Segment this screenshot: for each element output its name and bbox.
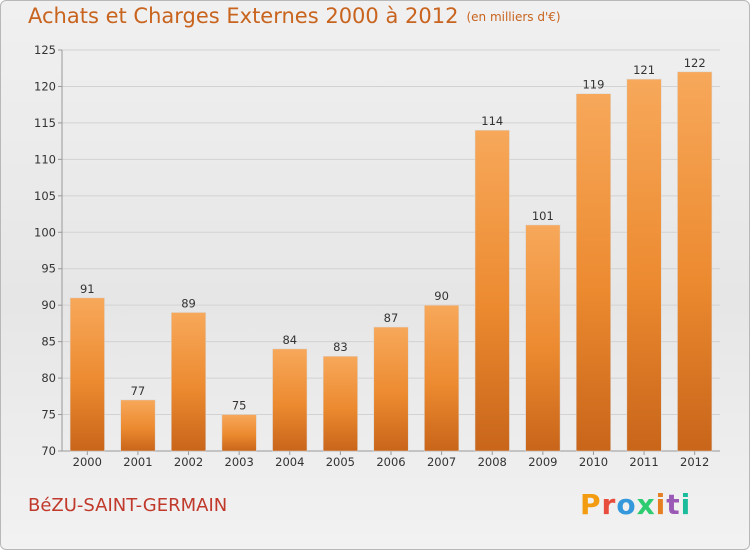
bar-value-label: 75 [232,399,247,413]
bar-value-label: 114 [481,114,503,128]
bar-value-label: 122 [684,56,706,70]
bar-value-label: 90 [434,289,449,303]
x-tick-label: 2002 [174,455,203,469]
y-tick-label: 95 [41,262,56,276]
bar-value-label: 83 [333,340,348,354]
bar [525,224,561,452]
x-tick-label: 2009 [528,455,557,469]
x-tick-label: 2003 [225,455,254,469]
x-tick-label: 2001 [123,455,152,469]
location-label: BéZU-SAINT-GERMAIN [28,495,228,516]
bar-value-label: 121 [633,63,655,77]
bar [69,297,105,452]
bar [474,129,510,452]
brand-letter: i [655,488,667,521]
x-tick-label: 2005 [326,455,355,469]
data-labels: 91 77 89 75 84 83 87 90 114 101 119 121 122 [80,56,706,413]
bar-value-label: 119 [582,78,604,92]
bar-value-label: 77 [131,384,146,398]
bars [69,71,713,452]
bar-value-label: 101 [532,209,554,223]
y-tick-label: 100 [34,225,56,239]
brand-letter: t [666,488,681,521]
y-tick-label: 125 [34,43,56,57]
x-tick-labels: 2000 2001 2002 2003 2004 2005 2006 2007 2008 2009… [73,455,710,469]
x-tick-label: 2000 [73,455,102,469]
brand-letter: r [601,488,617,521]
y-tick-label: 105 [34,189,56,203]
bar [677,71,713,452]
y-tick-label: 75 [41,408,56,422]
y-tick-labels: 70 75 80 85 90 95 100 105 110 115 120 125 [34,43,56,458]
title-text: Achats et Charges Externes 2000 à 2012 [28,4,459,28]
bar-value-label: 89 [181,296,196,310]
bar [322,355,358,452]
y-tick-label: 110 [34,152,56,166]
unit-label: (en milliers d'€) [466,10,561,24]
y-tick-label: 120 [34,79,56,93]
x-tick-label: 2008 [478,455,507,469]
y-tick-label: 115 [34,116,56,130]
brand-letter: i [680,488,692,521]
brand-logo: Proxiti [580,488,691,521]
x-tick-label: 2006 [376,455,405,469]
brand-letter: P [580,488,602,521]
x-tick-label: 2012 [680,455,709,469]
x-tick-label: 2010 [579,455,608,469]
bar [272,348,308,452]
bar [171,312,206,452]
bar-value-label: 87 [384,311,399,325]
bar-value-label: 84 [282,333,297,347]
bar [373,326,409,452]
x-tick-label: 2007 [427,455,456,469]
x-tick-label: 2004 [275,455,304,469]
bar [120,399,156,452]
y-tick-label: 80 [41,371,56,385]
brand-letter: x [636,488,656,521]
brand-letter: o [616,488,637,521]
y-tick-label: 85 [41,335,56,349]
x-tick-label: 2011 [629,455,658,469]
bar [576,93,611,452]
chart-title: Achats et Charges Externes 2000 à 2012 (e… [28,4,561,28]
y-tick-label: 90 [41,298,56,312]
bar [221,414,257,452]
bar-value-label: 91 [80,282,95,296]
bar [424,304,460,452]
y-tick-label: 70 [41,444,56,458]
bar [626,78,662,452]
